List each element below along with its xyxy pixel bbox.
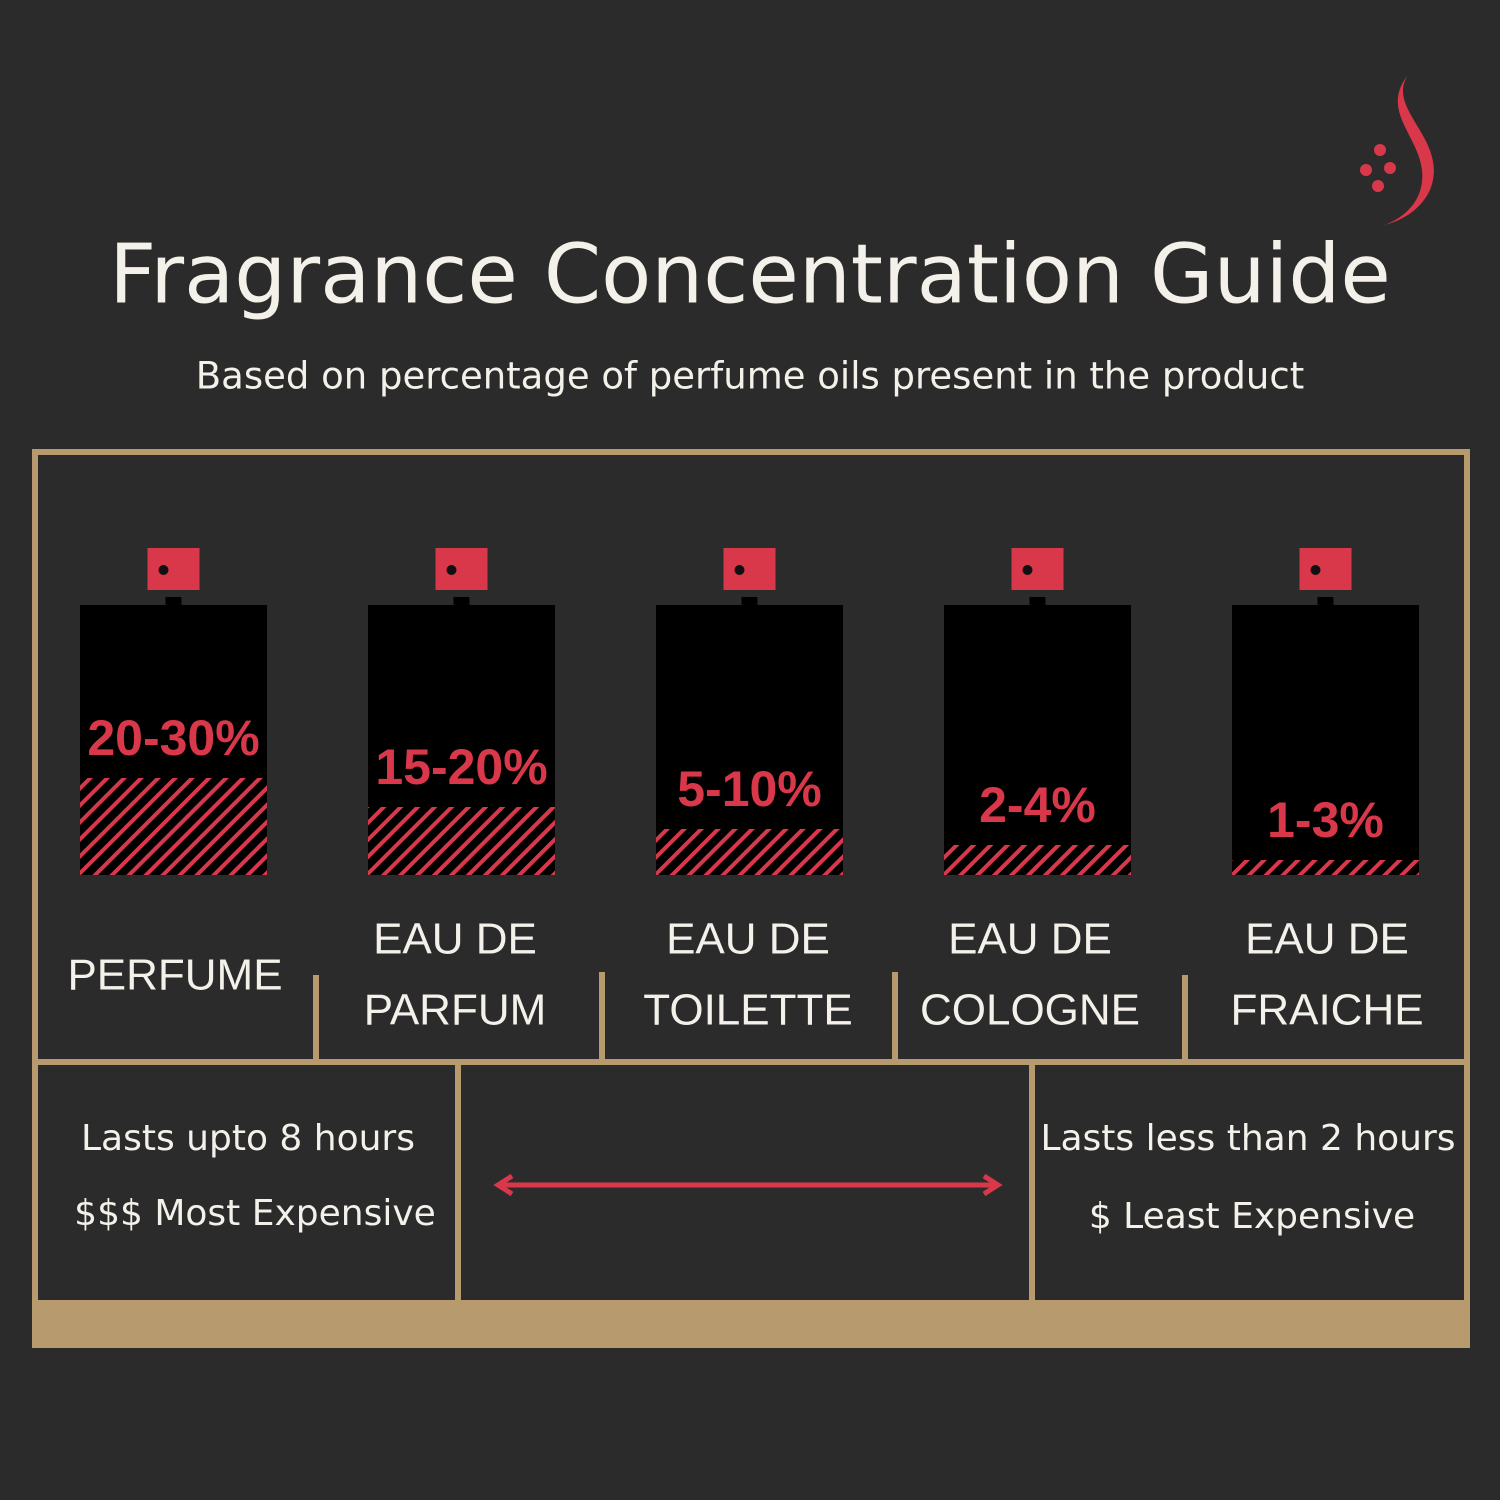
right-note: Lasts less than 2 hours — [1040, 1118, 1455, 1159]
bottle-neck — [741, 597, 758, 607]
bottle-name: FRAICHE — [1230, 986, 1423, 1035]
bottle-body — [944, 605, 1131, 875]
bottle-neck — [165, 597, 182, 607]
bottle-name: COLOGNE — [920, 986, 1140, 1035]
bottle-fill — [368, 807, 555, 875]
bottle-fill — [80, 778, 267, 875]
cap-dot — [1310, 565, 1321, 575]
bottle-neck — [453, 597, 470, 607]
bottle-name: PERFUME — [67, 951, 282, 1000]
percent-label: 15-20% — [375, 739, 547, 795]
left-note: Lasts upto 8 hours — [81, 1118, 415, 1159]
bottle-name: TOILETTE — [643, 986, 852, 1035]
bottle-fill — [656, 829, 843, 875]
percent-label: 20-30% — [87, 710, 259, 766]
base-band — [35, 1300, 1467, 1345]
bottle-neck — [1317, 597, 1334, 607]
arrow — [493, 1173, 1003, 1197]
subtitle: Based on percentage of perfume oils pres… — [196, 355, 1304, 398]
bottle-cap — [1011, 548, 1064, 590]
cap-dot — [158, 565, 169, 575]
cap-dot — [1022, 565, 1033, 575]
bottle-cap — [147, 548, 200, 590]
right-note: $ Least Expensive — [1089, 1196, 1415, 1237]
bottle-cap — [723, 548, 776, 590]
bottle-fill — [1232, 860, 1419, 875]
cap-dot — [446, 565, 457, 575]
bottle-name: PARFUM — [364, 986, 547, 1035]
bottle-body — [1232, 605, 1419, 875]
bottle-cap — [1299, 548, 1352, 590]
left-note: $$$ Most Expensive — [74, 1193, 436, 1234]
bottle-name: EAU DE — [1245, 915, 1409, 964]
bottle-name: EAU DE — [948, 915, 1112, 964]
bottle-cap — [435, 548, 488, 590]
cap-dot — [734, 565, 745, 575]
bottle-fill — [944, 845, 1131, 875]
percent-label: 1-3% — [1267, 792, 1384, 848]
bottle-neck — [1029, 597, 1046, 607]
percent-label: 5-10% — [677, 761, 822, 817]
bottle-name: EAU DE — [666, 915, 830, 964]
bottle-name: EAU DE — [373, 915, 537, 964]
logo — [1360, 75, 1434, 226]
title: Fragrance Concentration Guide — [109, 227, 1391, 322]
percent-label: 2-4% — [979, 777, 1096, 833]
